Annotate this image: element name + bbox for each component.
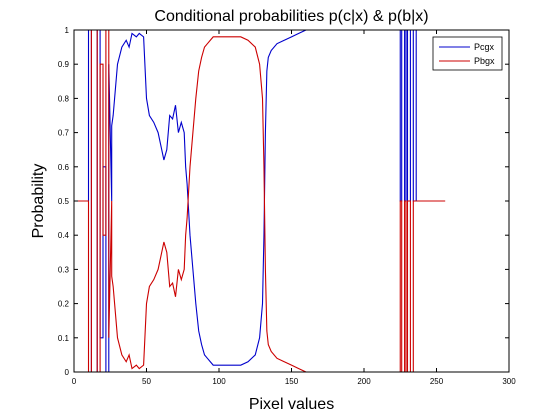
x-tick-label: 300 — [502, 377, 516, 386]
chart-title: Conditional probabilities p(c|x) & p(b|x… — [154, 8, 428, 25]
y-tick-label: 0.3 — [58, 265, 70, 274]
x-tick-label: 100 — [212, 377, 226, 386]
y-tick-label: 0.7 — [58, 129, 70, 138]
y-tick-label: 1 — [65, 26, 70, 35]
y-tick-label: 0.6 — [58, 163, 70, 172]
y-tick-label: 0.4 — [58, 231, 70, 240]
y-axis-label: Probability — [30, 164, 47, 239]
x-tick-label: 200 — [357, 377, 371, 386]
ticks-layer: 0 50 100 150 200 250 300 0 0.1 0.2 0.3 0.4 0.5 0.6 0.7… — [58, 26, 516, 386]
x-tick-label: 0 — [72, 377, 77, 386]
y-tick-label: 0.2 — [58, 300, 70, 309]
x-tick-label: 250 — [430, 377, 444, 386]
legend-box — [432, 36, 503, 71]
series-layer — [74, 30, 446, 372]
y-tick-label: 0.5 — [58, 197, 70, 206]
legend-label-pbgx: Pbgx — [474, 56, 495, 66]
legend: Pcgx Pbgx — [432, 36, 503, 71]
x-tick-label: 50 — [142, 377, 151, 386]
x-axis-label: Pixel values — [249, 396, 334, 413]
x-tick-label: 150 — [285, 377, 299, 386]
legend-label-pcgx: Pcgx — [474, 42, 495, 52]
y-tick-label: 0 — [65, 368, 70, 377]
y-tick-label: 0.1 — [58, 334, 70, 343]
y-tick-label: 0.8 — [58, 94, 70, 103]
series-line-pbgx — [74, 30, 446, 372]
y-tick-label: 0.9 — [58, 60, 70, 69]
